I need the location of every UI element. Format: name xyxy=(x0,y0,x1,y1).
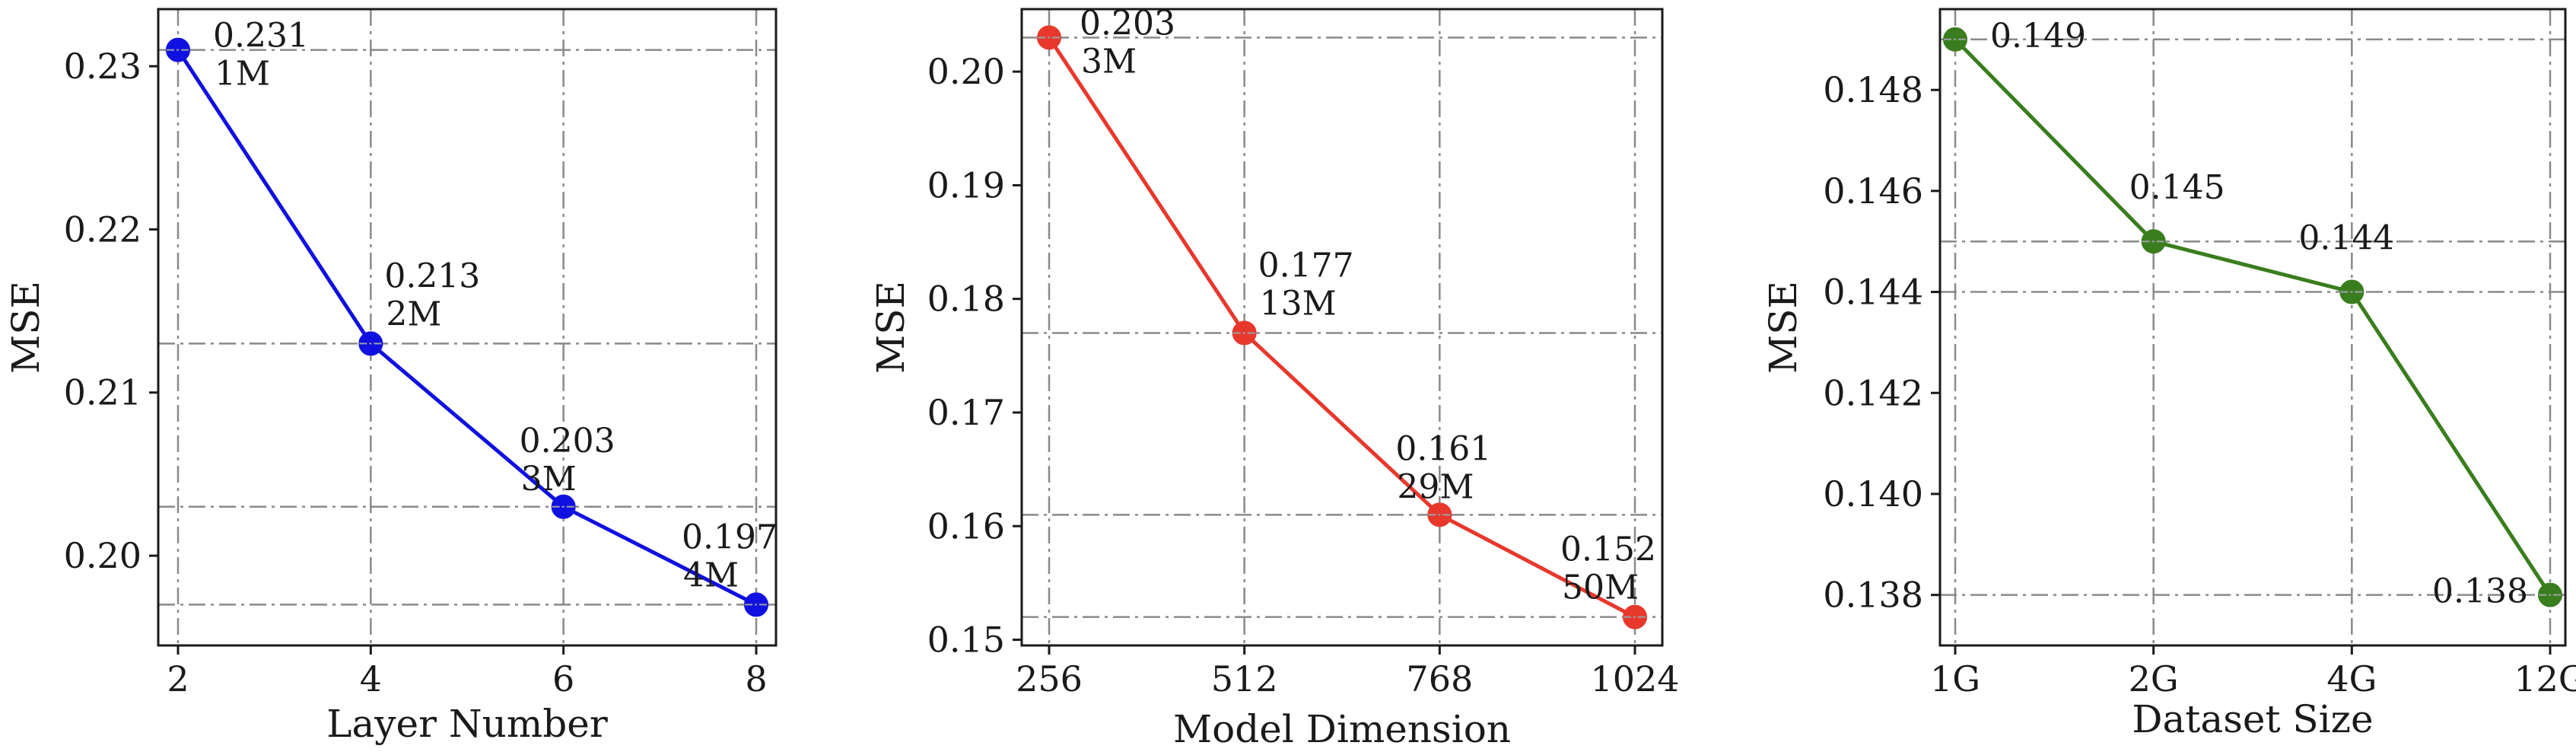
y-tick-label: 0.23 xyxy=(64,46,142,87)
data-label-value: 0.231 xyxy=(213,17,309,56)
x-axis-title: Layer Number xyxy=(326,702,608,746)
data-label-value: 0.149 xyxy=(1990,17,2086,56)
y-tick-label: 0.18 xyxy=(927,279,1005,320)
x-tick-label: 2G xyxy=(2129,658,2179,699)
y-tick-label: 0.140 xyxy=(1823,473,1923,515)
y-tick-label: 0.142 xyxy=(1823,372,1923,413)
series-line xyxy=(176,49,758,607)
y-tick-label: 0.138 xyxy=(1823,575,1923,616)
y-axis-title: MSE xyxy=(869,281,913,374)
x-tick-label: 1024 xyxy=(1590,658,1679,699)
x-axis-title: Dataset Size xyxy=(2132,697,2373,741)
x-tick-label: 4 xyxy=(360,658,382,699)
data-label-params: 50M xyxy=(1562,569,1639,607)
x-tick-label: 6 xyxy=(552,658,574,699)
y-tick-label: 0.22 xyxy=(64,209,142,250)
data-label-value: 0.213 xyxy=(384,257,480,295)
data-label-value: 0.145 xyxy=(2129,168,2225,207)
x-tick-label: 768 xyxy=(1406,658,1473,699)
panel-layer-number: 2 4 6 8 0.20 0.21 0.22 0.23 Layer Number MSE 0.231… xyxy=(4,8,778,746)
plot-frame xyxy=(1020,8,1664,647)
data-label-params: 29M xyxy=(1397,467,1474,506)
data-label-params: 2M xyxy=(386,295,441,333)
y-tick-label: 0.20 xyxy=(64,535,142,576)
y-tick-label: 0.19 xyxy=(927,164,1005,206)
y-tick-label: 0.15 xyxy=(927,620,1005,661)
data-label-value: 0.161 xyxy=(1395,429,1491,468)
y-tick-label: 0.144 xyxy=(1823,272,1923,313)
x-tick-label: 4G xyxy=(2326,658,2377,699)
plot-frame xyxy=(1938,8,2567,647)
plot-frame xyxy=(157,8,778,647)
data-label-value: 0.144 xyxy=(2298,219,2394,258)
data-label-params: 4M xyxy=(683,556,739,594)
data-label-value: 0.197 xyxy=(682,518,778,556)
data-label-params: 3M xyxy=(521,460,577,499)
y-tick-label: 0.16 xyxy=(927,505,1005,546)
y-tick-label: 0.148 xyxy=(1823,69,1923,110)
y-axis-title: MSE xyxy=(1761,281,1805,374)
x-axis-title: Model Dimension xyxy=(1173,707,1511,751)
data-label-params: 3M xyxy=(1081,42,1137,81)
data-label-value: 0.138 xyxy=(2432,572,2528,611)
data-label-value: 0.203 xyxy=(1080,4,1175,43)
data-label-value: 0.152 xyxy=(1560,531,1656,569)
data-label-value: 0.203 xyxy=(520,422,615,460)
x-tick-label: 512 xyxy=(1211,658,1278,699)
series-line xyxy=(1954,38,2552,597)
x-tick-label: 8 xyxy=(745,658,767,699)
panel-model-dimension: 256 512 768 1024 0.15 0.16 0.17 0.18 0.19 0.20 Mod… xyxy=(869,4,1680,751)
y-tick-label: 0.146 xyxy=(1823,170,1923,212)
x-tick-label: 12G xyxy=(2514,658,2576,699)
series-line xyxy=(1047,36,1636,619)
y-tick-label: 0.21 xyxy=(64,372,142,413)
x-tick-label: 256 xyxy=(1016,658,1083,699)
y-tick-label: 0.17 xyxy=(927,392,1005,433)
y-tick-label: 0.20 xyxy=(927,51,1005,92)
data-label-params: 1M xyxy=(215,55,270,94)
data-label-params: 13M xyxy=(1260,284,1337,323)
y-axis-title: MSE xyxy=(4,281,48,374)
x-tick-label: 2 xyxy=(167,658,189,699)
data-label-value: 0.177 xyxy=(1258,246,1354,285)
panel-dataset-size: 1G 2G 4G 12G 0.138 0.140 0.142 0.144 0.146 0.148 D… xyxy=(1761,8,2576,741)
x-tick-label: 1G xyxy=(1930,658,1980,699)
